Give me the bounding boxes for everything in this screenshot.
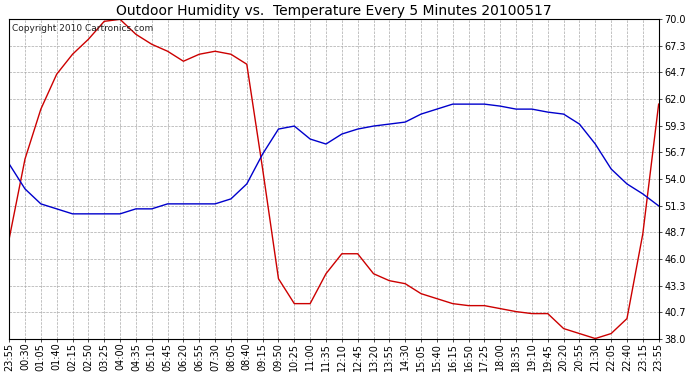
Title: Outdoor Humidity vs.  Temperature Every 5 Minutes 20100517: Outdoor Humidity vs. Temperature Every 5… [116,4,552,18]
Text: Copyright 2010 Cartronics.com: Copyright 2010 Cartronics.com [12,24,154,33]
